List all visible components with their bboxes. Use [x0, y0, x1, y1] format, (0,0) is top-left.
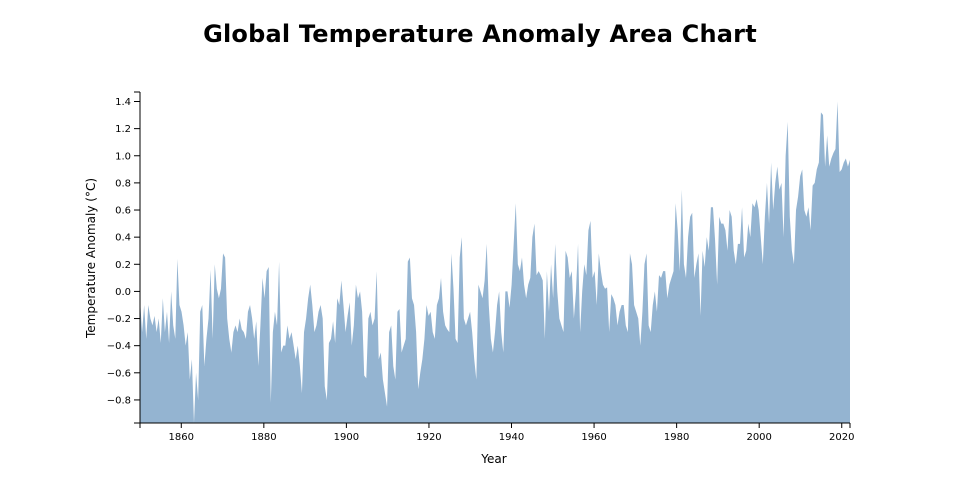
y-tick-label: 0.6 — [115, 206, 131, 217]
x-tick: 1860 — [169, 423, 194, 443]
y-tick: 0.0 — [115, 287, 140, 298]
y-tick: −0.8 — [107, 395, 140, 406]
x-tick: 1940 — [499, 423, 524, 443]
y-tick: 0.6 — [115, 206, 140, 217]
x-tick-label: 1900 — [334, 432, 359, 443]
y-tick: −0.4 — [107, 341, 140, 352]
y-axis-label: Temperature Anomaly (°C) — [84, 178, 98, 339]
x-tick-label: 1920 — [416, 432, 441, 443]
y-tick-label: −0.6 — [107, 368, 131, 379]
y-tick: 0.2 — [115, 260, 140, 271]
x-tick-label: 1960 — [581, 432, 606, 443]
x-tick: 1900 — [334, 423, 359, 443]
x-tick: 1960 — [581, 423, 607, 443]
x-tick: 1980 — [664, 423, 689, 443]
temperature-area — [140, 101, 850, 423]
y-tick: 0.4 — [115, 233, 140, 244]
x-tick: 2020 — [829, 423, 854, 443]
y-tick-label: 0.0 — [115, 287, 131, 298]
y-tick: 1.0 — [115, 151, 140, 162]
y-tick-label: 1.0 — [115, 151, 131, 162]
x-tick-label: 1860 — [169, 432, 194, 443]
y-tick-label: −0.4 — [107, 341, 131, 352]
plot-area — [140, 101, 850, 423]
y-axis: −0.8 −0.6 −0.4 −0.2 0.0 0.2 0.4 0.6 0.8 1.0 1.2 1.4 — [107, 91, 141, 424]
y-tick-label: 1.2 — [115, 124, 131, 135]
x-tick: 2000 — [746, 423, 772, 443]
x-axis-label: Year — [480, 452, 506, 466]
x-tick-label: 1880 — [251, 432, 276, 443]
y-tick-label: −0.8 — [107, 395, 131, 406]
x-axis: 1860 1880 1900 1920 1940 1960 1980 2000 2020 — [139, 422, 854, 443]
x-tick: 1880 — [251, 423, 277, 443]
y-tick-label: 1.4 — [115, 97, 131, 108]
y-tick-label: −0.2 — [107, 314, 131, 325]
x-tick-label: 1980 — [664, 432, 689, 443]
y-tick: −0.6 — [107, 368, 140, 379]
y-tick: 1.2 — [115, 124, 140, 135]
y-tick: 1.4 — [115, 97, 140, 108]
x-tick-label: 2000 — [746, 432, 771, 443]
y-tick-label: 0.8 — [115, 178, 131, 189]
y-tick: −0.2 — [107, 314, 140, 325]
y-tick-label: 0.4 — [115, 233, 131, 244]
y-tick-label: 0.2 — [115, 260, 131, 271]
x-tick-label: 1940 — [499, 432, 524, 443]
chart-title: Global Temperature Anomaly Area Chart — [203, 20, 757, 48]
x-tick: 1920 — [416, 423, 442, 443]
x-tick-label: 2020 — [829, 432, 854, 443]
y-tick: 0.8 — [115, 178, 140, 189]
